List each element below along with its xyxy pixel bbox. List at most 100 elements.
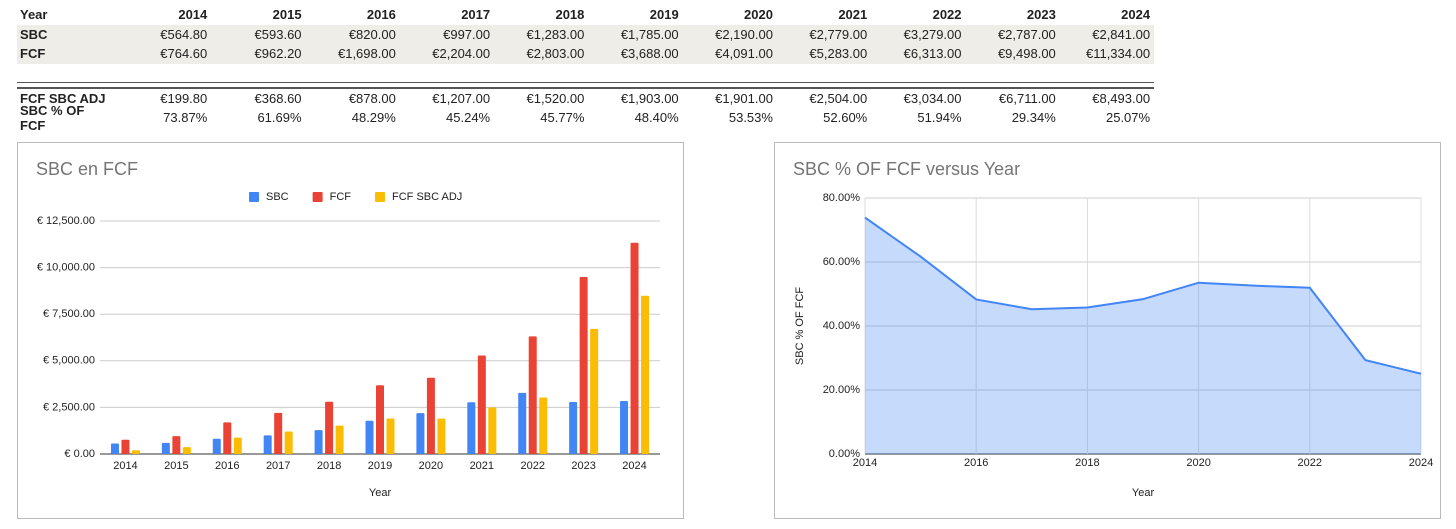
table-cell: 48.29% — [351, 110, 396, 126]
y-tick-label: € 10,000.00 — [37, 262, 95, 274]
row-label: Year — [20, 7, 48, 23]
table-cell: 2014 — [178, 7, 208, 23]
table-cell: 2017 — [461, 7, 491, 23]
table-cell: €1,207.00 — [432, 90, 491, 106]
row-label: FCF SBC ADJ — [20, 90, 106, 106]
chart-frame — [774, 142, 1441, 519]
x-tick-label: 2015 — [164, 460, 188, 472]
table-cell: 2023 — [1026, 7, 1056, 23]
bar — [131, 450, 140, 454]
bar — [437, 418, 446, 454]
table-cell: €820.00 — [348, 26, 396, 42]
table-cell: 51.94% — [917, 110, 962, 126]
line — [864, 216, 1422, 375]
bar — [630, 242, 639, 454]
table-cell: 48.40% — [634, 110, 679, 126]
bar — [314, 430, 323, 454]
bar — [376, 385, 384, 454]
x-tick-label: 2020 — [1186, 457, 1210, 469]
legend-label: FCF — [330, 191, 352, 203]
table-cell: €2,803.00 — [526, 46, 585, 62]
table-cell: €878.00 — [348, 90, 396, 106]
bar — [386, 418, 395, 454]
table-cell: €9,498.00 — [997, 46, 1056, 62]
table-cell: 2019 — [649, 7, 679, 23]
x-tick-label: 2022 — [520, 460, 544, 472]
table-cell: €1,698.00 — [337, 46, 396, 62]
bar — [416, 413, 425, 454]
x-axis-label: Year — [369, 487, 392, 499]
separator — [17, 81, 1154, 89]
table-cell: €6,313.00 — [903, 46, 962, 62]
table-cell: €4,091.00 — [715, 46, 773, 62]
table-cell: €2,787.00 — [997, 26, 1056, 42]
bar — [223, 422, 232, 454]
x-tick-label: 2024 — [1409, 457, 1433, 469]
bar — [172, 436, 181, 454]
chart-title: SBC % OF FCF versus Year — [793, 159, 1020, 179]
x-axis-label: Year — [1132, 487, 1155, 499]
y-tick-label: 80.00% — [823, 192, 861, 204]
area-fill — [865, 217, 1421, 454]
table-cell: €593.60 — [254, 26, 302, 42]
table-cell: €3,688.00 — [620, 46, 679, 62]
bar — [365, 420, 374, 454]
bar — [284, 431, 293, 454]
bar — [488, 407, 497, 454]
bar — [325, 401, 334, 454]
x-tick-label: 2020 — [419, 460, 443, 472]
x-tick-label: 2021 — [470, 460, 494, 472]
table-cell: €962.20 — [254, 46, 302, 62]
table-cell: €3,034.00 — [903, 90, 962, 106]
chart-frame — [17, 142, 684, 519]
table-cell: €5,283.00 — [809, 46, 868, 62]
table-cell: €8,493.00 — [1092, 90, 1151, 106]
table-cell: €2,779.00 — [809, 26, 868, 42]
table-row: FCF €764.60 €962.20 €1,698.00 €2,204.00 €2,80… — [17, 44, 1154, 64]
legend-swatch — [312, 192, 323, 202]
legend-label: FCF SBC ADJ — [392, 191, 462, 203]
y-tick-label: 40.00% — [823, 320, 861, 332]
x-tick-label: 2014 — [113, 460, 137, 472]
x-tick-label: 2024 — [622, 460, 646, 472]
bar — [212, 438, 221, 454]
bar — [528, 336, 537, 454]
table-cell: €2,204.00 — [432, 46, 491, 62]
bar — [590, 328, 599, 454]
table-cell: 2021 — [838, 7, 868, 23]
table-cell: €2,504.00 — [809, 90, 868, 106]
y-tick-label: 20.00% — [823, 384, 861, 396]
y-tick-label: € 2,500.00 — [43, 401, 95, 413]
table-row: SBC % OF FCF 73.87% 61.69% 48.29% 45.24% 45.7… — [17, 103, 1154, 133]
table-cell: €997.00 — [443, 26, 491, 42]
table-row: FCF SBC ADJ €199.80 €368.60 €878.00 €1,207.0… — [17, 89, 1154, 109]
table-cell: 2024 — [1121, 7, 1151, 23]
table-cell: 2016 — [366, 7, 396, 23]
table-cell: €368.60 — [254, 90, 302, 106]
table-cell: €3,279.00 — [903, 26, 962, 42]
table-cell: 45.77% — [540, 110, 585, 126]
table-cell: €1,283.00 — [526, 26, 585, 42]
chart-title: SBC en FCF — [36, 159, 138, 179]
bar — [641, 295, 650, 454]
legend-swatch — [249, 192, 259, 202]
bar — [569, 402, 578, 454]
table-cell: €2,190.00 — [715, 26, 773, 42]
table-cell: 45.24% — [446, 110, 491, 126]
legend-swatch — [375, 192, 386, 202]
y-tick-label: € 5,000.00 — [43, 355, 95, 367]
table-cell: €1,520.00 — [526, 90, 585, 106]
x-tick-label: 2019 — [368, 460, 392, 472]
y-tick-label: € 7,500.00 — [43, 308, 95, 320]
data-table: Year 2014 2015 2016 2017 2018 2019 2020 2021 2022… — [17, 5, 1154, 133]
bar — [579, 276, 588, 454]
x-tick-label: 2014 — [853, 457, 877, 469]
table-cell: €764.60 — [160, 46, 208, 62]
table-cell: 2020 — [744, 7, 773, 23]
x-tick-label: 2016 — [964, 457, 988, 469]
legend-label: SBC — [266, 191, 289, 203]
bar — [620, 401, 629, 454]
bar — [121, 439, 130, 454]
table-cell: 73.87% — [163, 110, 208, 126]
